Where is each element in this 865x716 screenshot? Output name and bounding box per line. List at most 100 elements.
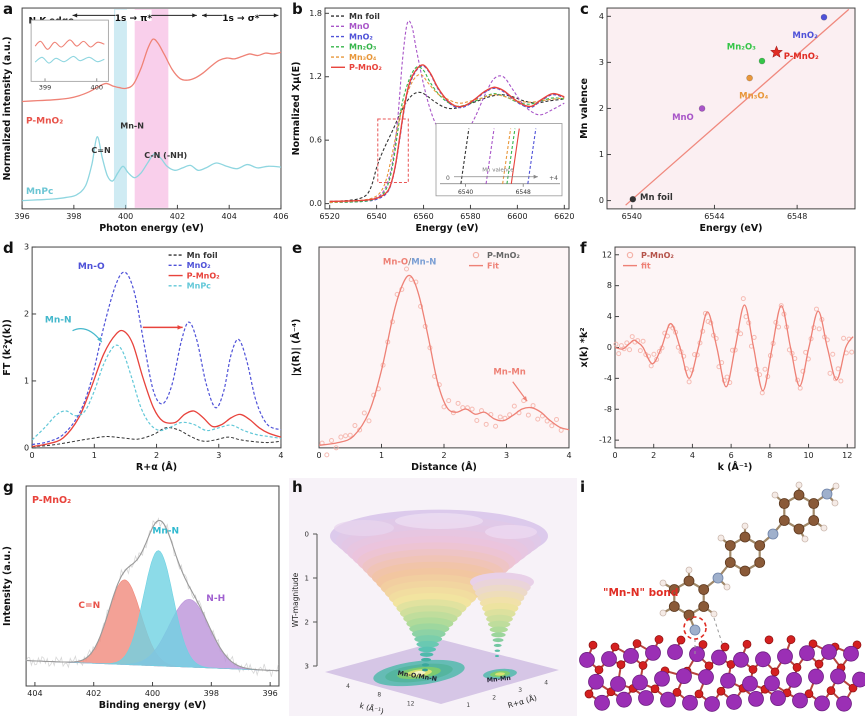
svg-text:6520: 6520 <box>320 212 340 221</box>
svg-text:3: 3 <box>518 687 522 694</box>
svg-text:MnO₂: MnO₂ <box>349 32 373 41</box>
svg-text:398: 398 <box>66 212 81 221</box>
svg-text:12: 12 <box>602 250 612 259</box>
svg-text:Mn₃O₄: Mn₃O₄ <box>349 53 377 62</box>
panel-letter-f: f <box>580 239 587 257</box>
svg-text:6600: 6600 <box>507 212 527 221</box>
svg-text:MnO: MnO <box>349 22 370 31</box>
svg-text:6560: 6560 <box>413 212 433 221</box>
svg-text:8: 8 <box>377 692 381 699</box>
svg-text:4: 4 <box>346 683 350 690</box>
svg-text:P-MnO₂: P-MnO₂ <box>187 271 221 280</box>
svg-text:6544: 6544 <box>704 212 724 221</box>
svg-text:8: 8 <box>767 451 772 460</box>
chart-xanes: 6520 6540 6560 6580 6600 6620 0.0 0.6 1.2 1.8 Ener… <box>291 7 574 234</box>
svg-text:1: 1 <box>305 575 309 583</box>
panel-letter-g: g <box>3 478 14 496</box>
svg-text:Mn-N: Mn-N <box>152 526 179 536</box>
svg-text:Mn-O: Mn-O <box>78 262 105 272</box>
svg-text:Intensity (a.u.): Intensity (a.u.) <box>2 546 13 626</box>
svg-text:MnO₂: MnO₂ <box>792 31 818 41</box>
panel-f: f 0 2 4 6 8 10 12 -12 -8 -4 0 4 8 12 k (Å⁻¹) x(k) *k² P-… <box>577 239 865 478</box>
svg-text:400: 400 <box>91 83 103 91</box>
svg-text:12: 12 <box>842 451 852 460</box>
svg-text:6548: 6548 <box>516 189 531 196</box>
svg-text:Binding energy (eV): Binding energy (eV) <box>99 700 206 711</box>
svg-text:0: 0 <box>24 443 29 452</box>
svg-text:N-H: N-H <box>206 594 225 604</box>
svg-text:6580: 6580 <box>460 212 480 221</box>
svg-text:MnO₂: MnO₂ <box>187 261 211 270</box>
svg-text:Mn-O/Mn-N: Mn-O/Mn-N <box>383 257 436 267</box>
svg-text:6540: 6540 <box>366 212 386 221</box>
svg-text:fit: fit <box>641 261 651 270</box>
svg-text:Mn₂O₃: Mn₂O₃ <box>727 42 756 52</box>
svg-text:0: 0 <box>607 343 612 352</box>
svg-text:P-MnO₂: P-MnO₂ <box>641 251 674 260</box>
structure-illustration: "Mn-N" bond <box>579 481 865 712</box>
panel-letter-a: a <box>3 0 14 18</box>
chart-n-kedge: 396 398 400 402 404 406 Photon energy (eV) Norm… <box>2 7 289 234</box>
svg-text:|χ(R)| (Å⁻⁴): |χ(R)| (Å⁻⁴) <box>291 319 302 377</box>
panel-letter-i: i <box>580 478 586 496</box>
svg-text:0: 0 <box>305 531 309 539</box>
svg-text:1.8: 1.8 <box>309 9 322 18</box>
svg-text:12: 12 <box>407 700 415 707</box>
svg-text:FT (k²χ(k)): FT (k²χ(k)) <box>2 319 13 376</box>
svg-text:406: 406 <box>273 212 288 221</box>
svg-text:4: 4 <box>599 12 604 21</box>
svg-text:1: 1 <box>379 451 384 460</box>
panel-a: a 396 398 400 402 404 406 Photon energy (eV) No… <box>0 0 289 239</box>
svg-text:0: 0 <box>316 451 321 460</box>
svg-text:4: 4 <box>690 451 695 460</box>
svg-text:Normalized intensity (a.u.): Normalized intensity (a.u.) <box>2 36 13 180</box>
svg-text:4: 4 <box>566 451 571 460</box>
svg-text:1s → π*: 1s → π* <box>115 14 153 24</box>
svg-text:0: 0 <box>30 451 35 460</box>
svg-text:2: 2 <box>305 619 309 627</box>
svg-text:8: 8 <box>607 281 612 290</box>
svg-text:402: 402 <box>170 212 185 221</box>
svg-text:400: 400 <box>145 689 160 698</box>
svg-text:3: 3 <box>24 243 29 252</box>
svg-text:10: 10 <box>803 451 813 460</box>
svg-text:WT-magnitude: WT-magnitude <box>291 572 300 627</box>
svg-text:MnPc: MnPc <box>187 282 212 291</box>
svg-text:C=N: C=N <box>78 601 100 611</box>
svg-text:400: 400 <box>118 212 133 221</box>
svg-text:1: 1 <box>599 150 604 159</box>
svg-text:Mn₃O₄: Mn₃O₄ <box>739 92 768 102</box>
svg-text:2: 2 <box>24 309 29 318</box>
svg-text:6: 6 <box>729 451 734 460</box>
svg-text:Energy (eV): Energy (eV) <box>415 223 478 234</box>
svg-text:Mn foil: Mn foil <box>640 193 673 203</box>
svg-text:Energy (eV): Energy (eV) <box>699 223 762 234</box>
svg-text:P-MnO₂: P-MnO₂ <box>487 251 520 260</box>
panel-h: h 0 1 2 3 WT-magnitude 4 8 12 k (Å⁻¹) 1 2 3 4 R+α (Å)… <box>289 478 577 716</box>
svg-text:402: 402 <box>86 689 101 698</box>
svg-text:P-MnO₂: P-MnO₂ <box>784 52 819 62</box>
svg-text:R+α (Å): R+α (Å) <box>136 462 177 473</box>
svg-text:Mn-N: Mn-N <box>120 121 144 130</box>
svg-text:6548: 6548 <box>787 212 807 221</box>
svg-text:4: 4 <box>278 451 283 460</box>
svg-text:2: 2 <box>492 694 496 701</box>
svg-text:MnO: MnO <box>672 113 694 123</box>
panel-g: g 404 402 400 398 396 Binding energy (eV) Inte… <box>0 478 289 716</box>
chart-ft-exafs: 0 1 2 3 4 0 1 2 3 R+α (Å) FT (k²χ(k)) Mn foilMnO₂P-… <box>2 243 283 473</box>
svg-text:Fit: Fit <box>487 261 499 270</box>
svg-text:6620: 6620 <box>554 212 574 221</box>
svg-text:3: 3 <box>305 663 309 671</box>
svg-text:Mn foil: Mn foil <box>349 12 380 21</box>
svg-text:3: 3 <box>599 58 604 67</box>
svg-text:2: 2 <box>599 104 604 113</box>
svg-text:396: 396 <box>262 689 277 698</box>
svg-text:6540: 6540 <box>458 189 473 196</box>
svg-text:Mn valence: Mn valence <box>482 168 514 174</box>
svg-text:MnPc: MnPc <box>26 187 53 197</box>
svg-text:Mn foil: Mn foil <box>187 251 218 260</box>
svg-text:C=N: C=N <box>91 146 110 155</box>
svg-text:396: 396 <box>14 212 29 221</box>
